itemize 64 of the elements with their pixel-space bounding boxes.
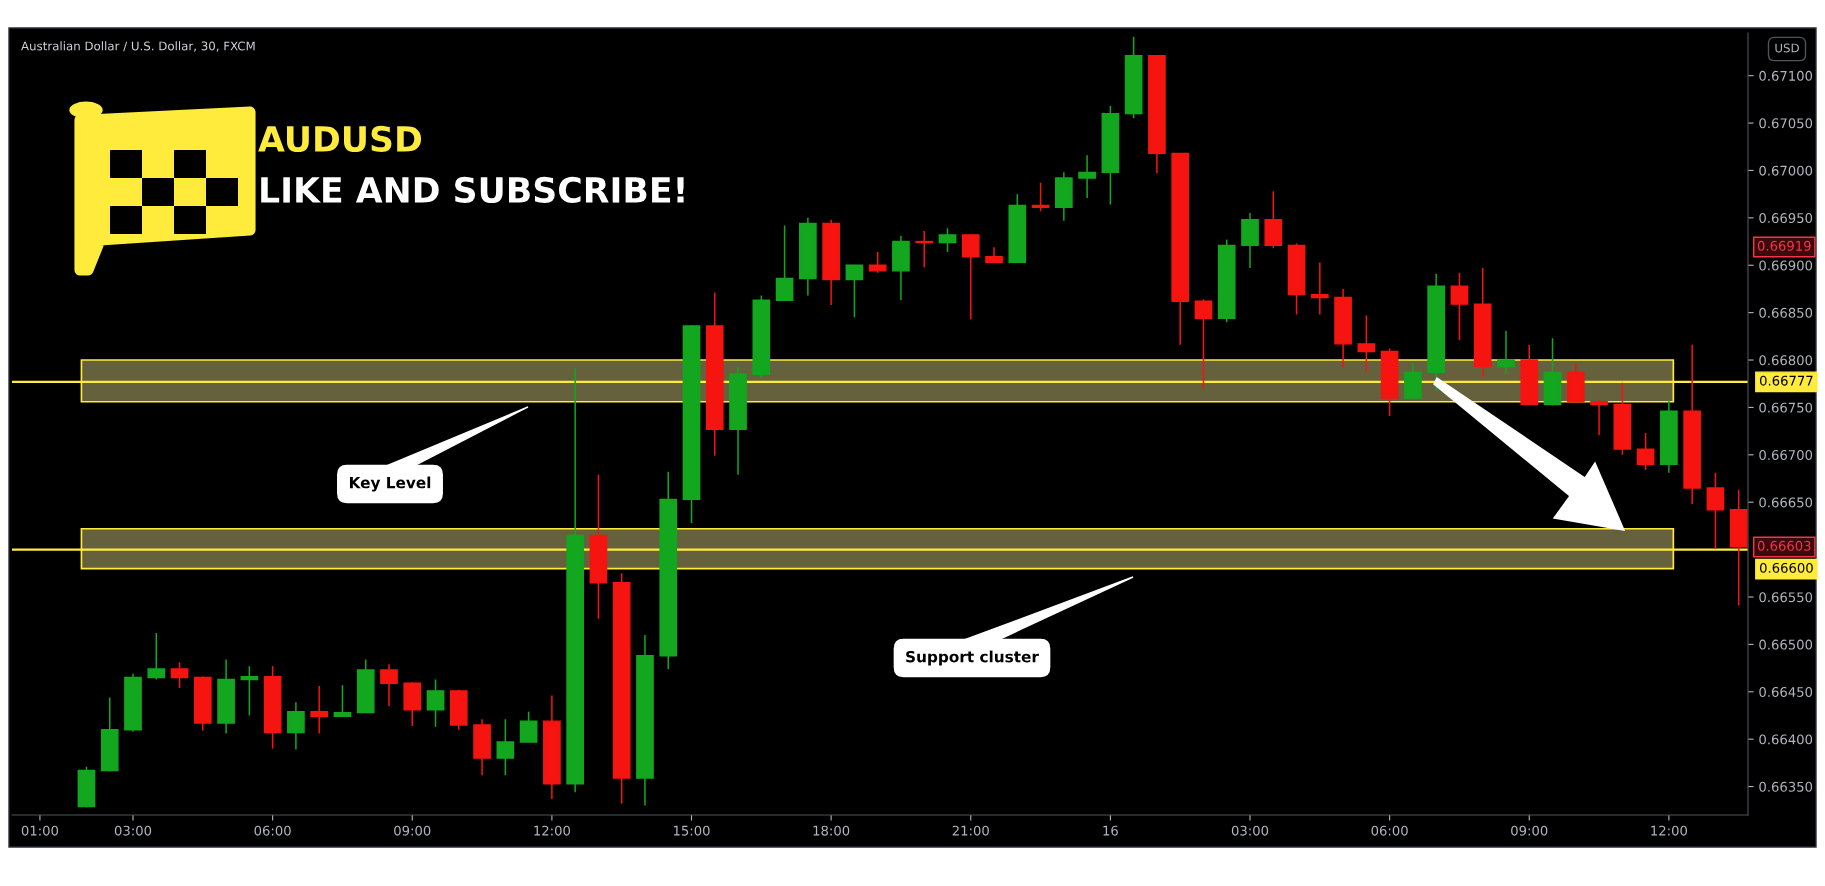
candlestick bbox=[868, 251, 887, 274]
y-tick-label: 0.66550 bbox=[1759, 592, 1813, 603]
y-tick-label: 0.66450 bbox=[1759, 687, 1813, 697]
annotation: Support cluster bbox=[906, 650, 1039, 666]
annotation: LIKE AND SUBSCRIBE! bbox=[261, 176, 684, 204]
candlestick bbox=[1031, 181, 1050, 212]
x-tick-label: 16 bbox=[1103, 825, 1118, 836]
y-tick-label: 0.66850 bbox=[1759, 307, 1813, 318]
x-tick-label: 01:00 bbox=[21, 825, 59, 836]
text: AUDUSD bbox=[258, 125, 422, 153]
x-tick-label: 15:00 bbox=[673, 825, 710, 836]
candlestick bbox=[938, 227, 957, 253]
ref-line-label: 0.66777 bbox=[1759, 375, 1813, 386]
candlestick bbox=[1706, 472, 1725, 550]
candlestick bbox=[310, 685, 329, 735]
candlestick bbox=[147, 632, 166, 681]
x-tick-label: 21:00 bbox=[952, 825, 989, 836]
x-tick-label: 06:00 bbox=[1371, 825, 1408, 836]
candlestick bbox=[333, 684, 352, 718]
x-tick-label: 03:00 bbox=[1231, 825, 1269, 836]
candlestick bbox=[170, 661, 189, 689]
text: 0.66919 bbox=[1757, 240, 1811, 251]
y-tick-label: 0.66900 bbox=[1759, 260, 1813, 271]
candlestick bbox=[1194, 298, 1213, 390]
y-tick-label: 0.66500 bbox=[1759, 639, 1813, 650]
candlestick bbox=[1450, 272, 1469, 341]
y-tick-label: 0.67050 bbox=[1759, 118, 1813, 129]
y-tick-label: 0.66750 bbox=[1759, 402, 1813, 413]
candlestick bbox=[1497, 329, 1515, 376]
x-tick-label: 18:00 bbox=[813, 825, 850, 836]
candlestick bbox=[287, 701, 305, 751]
x-tick-label: 03:00 bbox=[114, 825, 152, 836]
candlestick bbox=[1636, 432, 1655, 471]
x-tick-label: 09:00 bbox=[1511, 825, 1548, 836]
y-tick-label: 0.66700 bbox=[1759, 450, 1813, 461]
candlestick bbox=[915, 230, 934, 268]
x-tick-label: 12:00 bbox=[534, 825, 571, 836]
candlestick bbox=[1590, 399, 1608, 436]
candlestick bbox=[519, 710, 538, 743]
candlestick bbox=[1078, 154, 1096, 199]
y-tick-label: 0.66400 bbox=[1759, 734, 1813, 745]
candlestick bbox=[426, 678, 445, 728]
y-tick-label: 0.67000 bbox=[1759, 165, 1813, 176]
x-tick-label: 12:00 bbox=[1651, 825, 1688, 836]
annotation: Key Level bbox=[349, 476, 431, 492]
y-tick-label: 0.66650 bbox=[1759, 497, 1813, 508]
y-tick-label: 0.66950 bbox=[1759, 213, 1813, 224]
x-tick-label: 06:00 bbox=[254, 825, 291, 836]
candlestick bbox=[961, 234, 980, 321]
y-tick-label: 0.66800 bbox=[1759, 355, 1813, 366]
y-tick-label: 0.67100 bbox=[1759, 70, 1813, 81]
candlestick bbox=[496, 718, 515, 776]
text: 0.66603 bbox=[1757, 540, 1811, 551]
y-axis-title: USD bbox=[1775, 43, 1799, 53]
candlestick bbox=[1357, 314, 1376, 373]
candlestick bbox=[775, 224, 794, 302]
candlestick bbox=[380, 663, 398, 707]
text: Australian Dollar / U.S. Dollar, 30, FXCM bbox=[21, 41, 255, 52]
candlestick bbox=[240, 665, 259, 717]
x-tick-label: 09:00 bbox=[394, 825, 431, 836]
candlestick bbox=[845, 264, 864, 319]
candlestick bbox=[1310, 261, 1329, 316]
y-tick-label: 0.66350 bbox=[1759, 781, 1813, 792]
ref-line-label: 0.66600 bbox=[1759, 562, 1813, 573]
